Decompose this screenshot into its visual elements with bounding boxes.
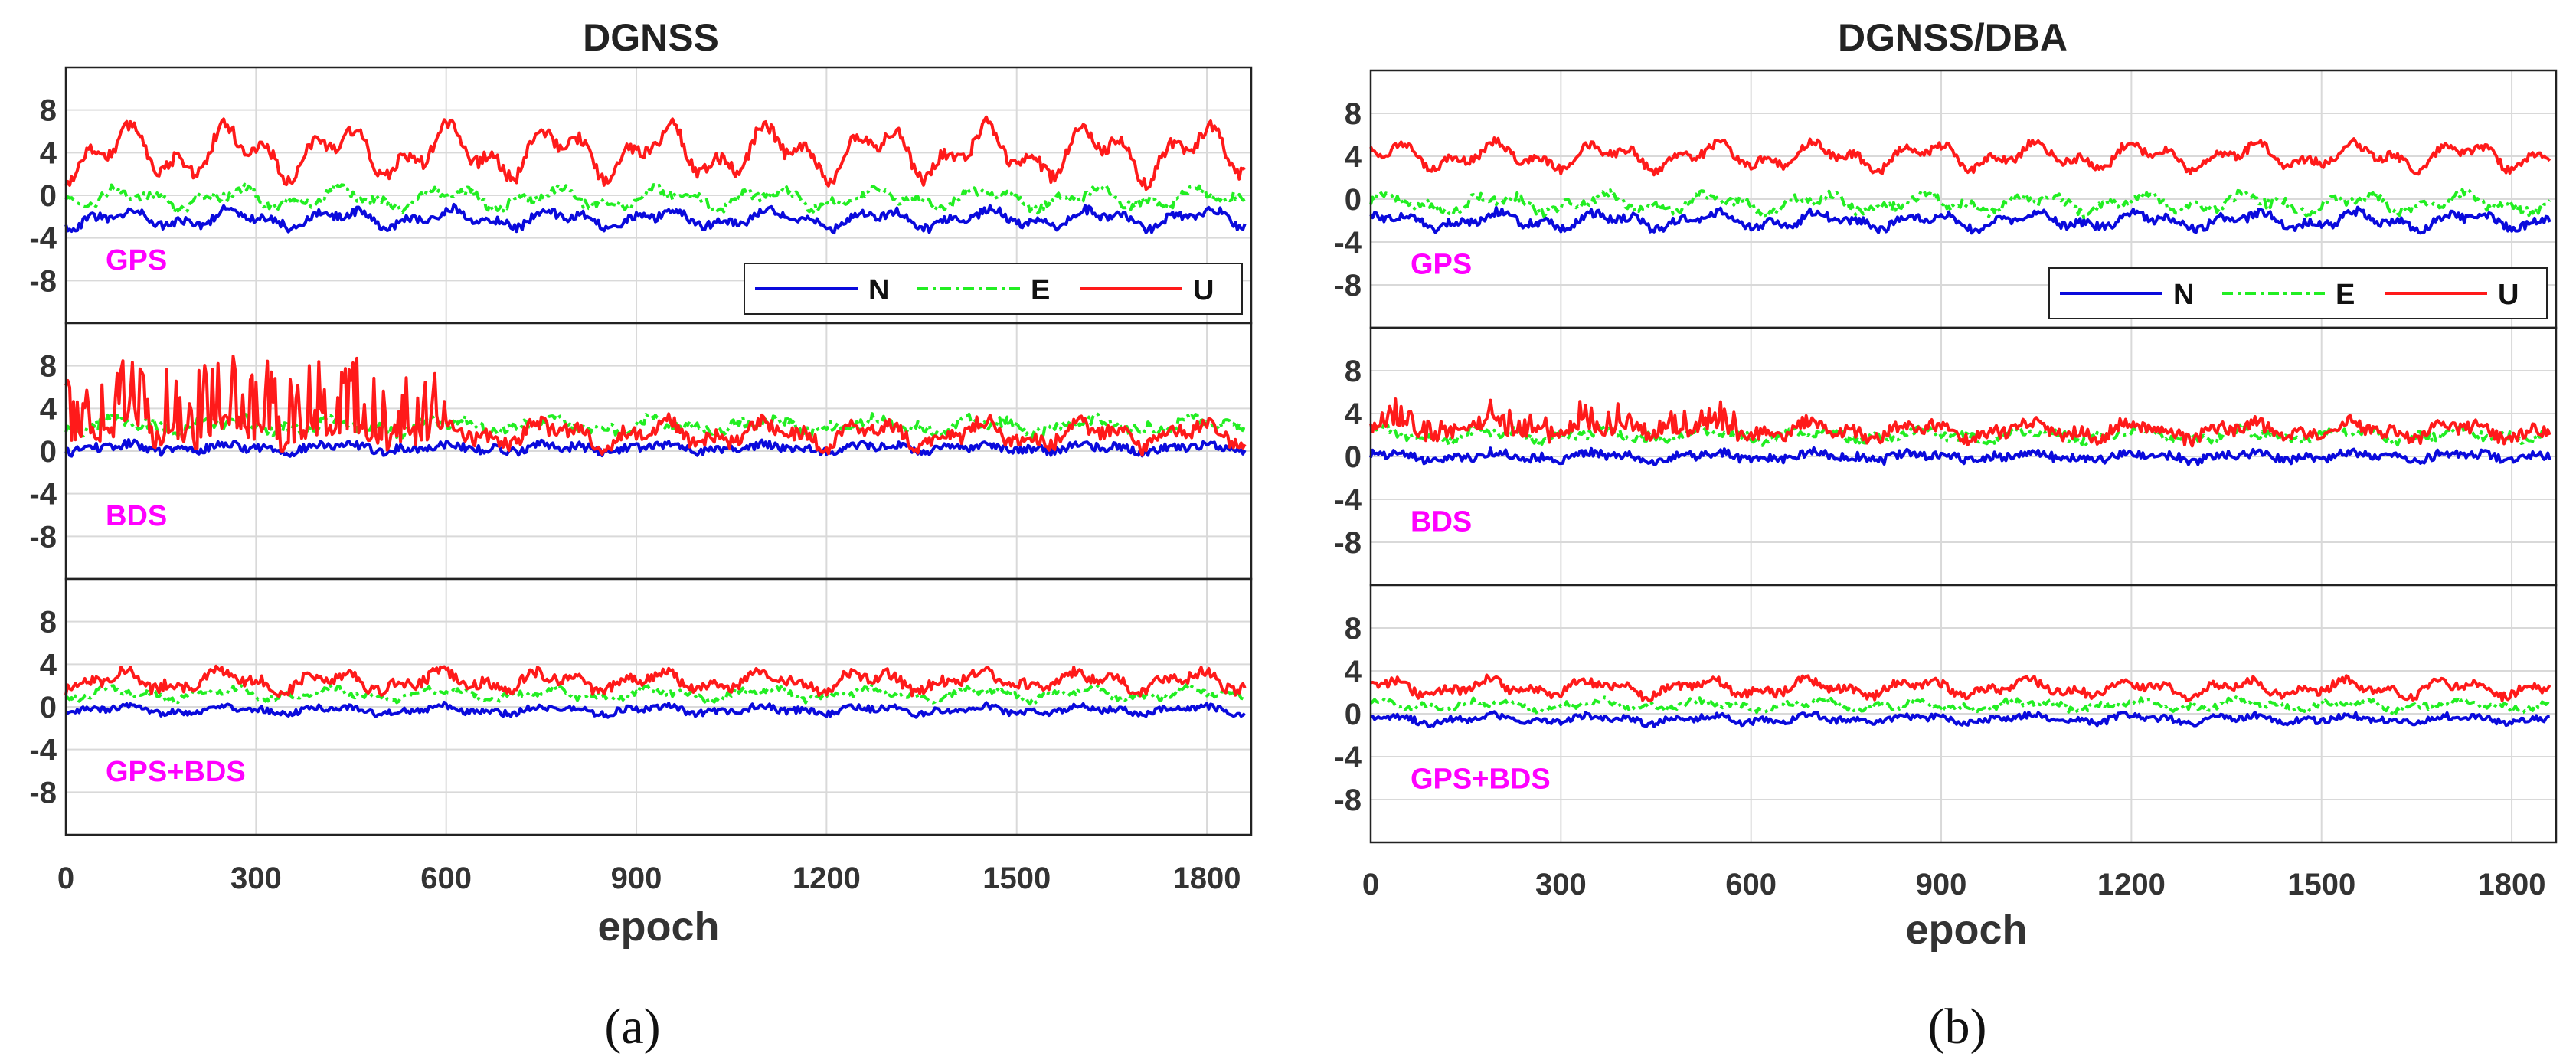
- y-tick-label: -8: [29, 264, 57, 298]
- series-line-e: [1369, 695, 2551, 715]
- x-tick-label: 0: [57, 862, 74, 895]
- y-tick-label: -8: [1334, 526, 1362, 560]
- chart-title: DGNSS: [583, 16, 719, 59]
- subfigure-label: (a): [604, 999, 660, 1055]
- chart-title: DGNSS/DBA: [1838, 16, 2068, 59]
- legend-label-u: U: [2498, 279, 2519, 311]
- y-tick-label: 8: [40, 606, 57, 639]
- y-tick-label: 0: [40, 691, 57, 724]
- y-tick-label: 0: [40, 435, 57, 469]
- y-tick-label: -4: [1334, 741, 1362, 774]
- x-tick-label: 1200: [793, 862, 861, 895]
- x-tick-label: 600: [1725, 868, 1777, 901]
- chart-dgnss-dba: DGNSS/DBA -8 -4 0 4 8 GPS N E U -8 -4 0 4 8 BDS -8 -4 0 4 8…: [1334, 16, 2558, 1055]
- legend-label-e: E: [2336, 279, 2355, 311]
- y-tick-label: 8: [1345, 97, 1362, 131]
- x-tick-label: 300: [230, 862, 282, 895]
- series-line-u: [1370, 673, 2551, 702]
- series-line-e: [64, 682, 1247, 706]
- series-line-u: [1369, 397, 2551, 448]
- panel-frame: [1369, 584, 2558, 844]
- y-tick-label: 0: [40, 179, 57, 213]
- y-tick-label: 0: [1345, 183, 1362, 217]
- x-tick-label: 1800: [2478, 868, 2546, 901]
- x-tick-label: 1200: [2097, 868, 2166, 901]
- y-tick-label: -8: [1334, 269, 1362, 303]
- panel-gps-plus-bds: -8 -4 0 4 8 GPS+BDS: [29, 577, 1253, 836]
- series-line-u: [64, 664, 1247, 698]
- panel-label: GPS+BDS: [1411, 763, 1551, 795]
- x-tick-label: 300: [1535, 868, 1587, 901]
- series-line-n: [1369, 446, 2551, 466]
- y-tick-label: -4: [1334, 483, 1362, 517]
- y-tick-label: 8: [40, 94, 57, 128]
- x-tick-label: 900: [611, 862, 662, 895]
- y-tick-label: 0: [1345, 698, 1362, 731]
- y-tick-label: 4: [1345, 655, 1362, 688]
- panel-gps: -8 -4 0 4 8 GPS N E U: [29, 66, 1253, 325]
- panel-label: GPS+BDS: [106, 756, 246, 788]
- y-tick-label: 4: [1345, 140, 1362, 174]
- panels: -8 -4 0 4 8 GPS N E U -8 -4 0 4 8 BDS -8 -4 0 4 8 GPS+BDS 0 30…: [29, 66, 1253, 895]
- panel-bds: -8 -4 0 4 8 BDS: [29, 322, 1253, 581]
- y-tick-label: 8: [40, 350, 57, 384]
- y-tick-label: -8: [29, 520, 57, 554]
- y-tick-label: 8: [1345, 355, 1362, 388]
- y-tick-label: 8: [1345, 612, 1362, 646]
- y-tick-label: -8: [29, 776, 57, 810]
- x-tick-label: 600: [420, 862, 472, 895]
- y-tick-label: 4: [1345, 397, 1362, 431]
- y-tick-label: -4: [29, 734, 57, 767]
- panel-label: BDS: [1411, 505, 1472, 538]
- x-tick-label: 1800: [1173, 862, 1241, 895]
- subfigure-label: (b): [1928, 999, 1987, 1055]
- legend-label-n: N: [2173, 279, 2194, 311]
- y-tick-label: -4: [1334, 226, 1362, 260]
- series-line-e: [1369, 188, 2551, 220]
- series-line-n: [64, 202, 1247, 234]
- series-line-u: [1369, 136, 2551, 177]
- panel-frame: [64, 577, 1253, 836]
- y-tick-label: 0: [1345, 440, 1362, 474]
- series-line-e: [64, 182, 1246, 215]
- x-tick-label: 900: [1916, 868, 1967, 901]
- series-line-n: [1369, 205, 2551, 235]
- panel-label: BDS: [106, 500, 167, 532]
- legend-label-e: E: [1031, 274, 1050, 306]
- series-line-e: [1370, 423, 2551, 447]
- panel-gps: -8 -4 0 4 8 GPS N E U: [1334, 69, 2558, 329]
- y-tick-label: -4: [29, 222, 57, 256]
- y-tick-label: 4: [40, 136, 57, 170]
- series-line-u: [64, 355, 1247, 457]
- x-axis-label: epoch: [1905, 907, 2027, 953]
- x-axis-label: epoch: [597, 904, 719, 950]
- x-tick-label: 0: [1362, 868, 1379, 901]
- y-tick-label: 4: [40, 648, 57, 682]
- x-tick-label: 1500: [2287, 868, 2355, 901]
- series-line-n: [65, 701, 1246, 719]
- series-line-n: [1370, 710, 2550, 728]
- y-tick-label: -4: [29, 478, 57, 512]
- panel-gps-plus-bds: -8 -4 0 4 8 GPS+BDS: [1334, 584, 2558, 844]
- panels: -8 -4 0 4 8 GPS N E U -8 -4 0 4 8 BDS -8 -4 0 4 8 GPS+BDS 0 30…: [1334, 69, 2558, 901]
- panel-bds: -8 -4 0 4 8 BDS: [1334, 326, 2558, 587]
- y-tick-label: -8: [1334, 783, 1362, 817]
- x-tick-label: 1500: [982, 862, 1051, 895]
- panel-label: GPS: [1411, 248, 1472, 280]
- series-line-u: [64, 115, 1246, 191]
- panel-label: GPS: [106, 244, 167, 276]
- legend-label-n: N: [868, 274, 889, 306]
- y-tick-label: 4: [40, 392, 57, 426]
- chart-dgnss: DGNSS -8 -4 0 4 8 GPS N E U -8 -4 0 4 8 BDS -8 -4 0 4 8 GPS+…: [29, 16, 1253, 1055]
- legend-label-u: U: [1193, 274, 1214, 306]
